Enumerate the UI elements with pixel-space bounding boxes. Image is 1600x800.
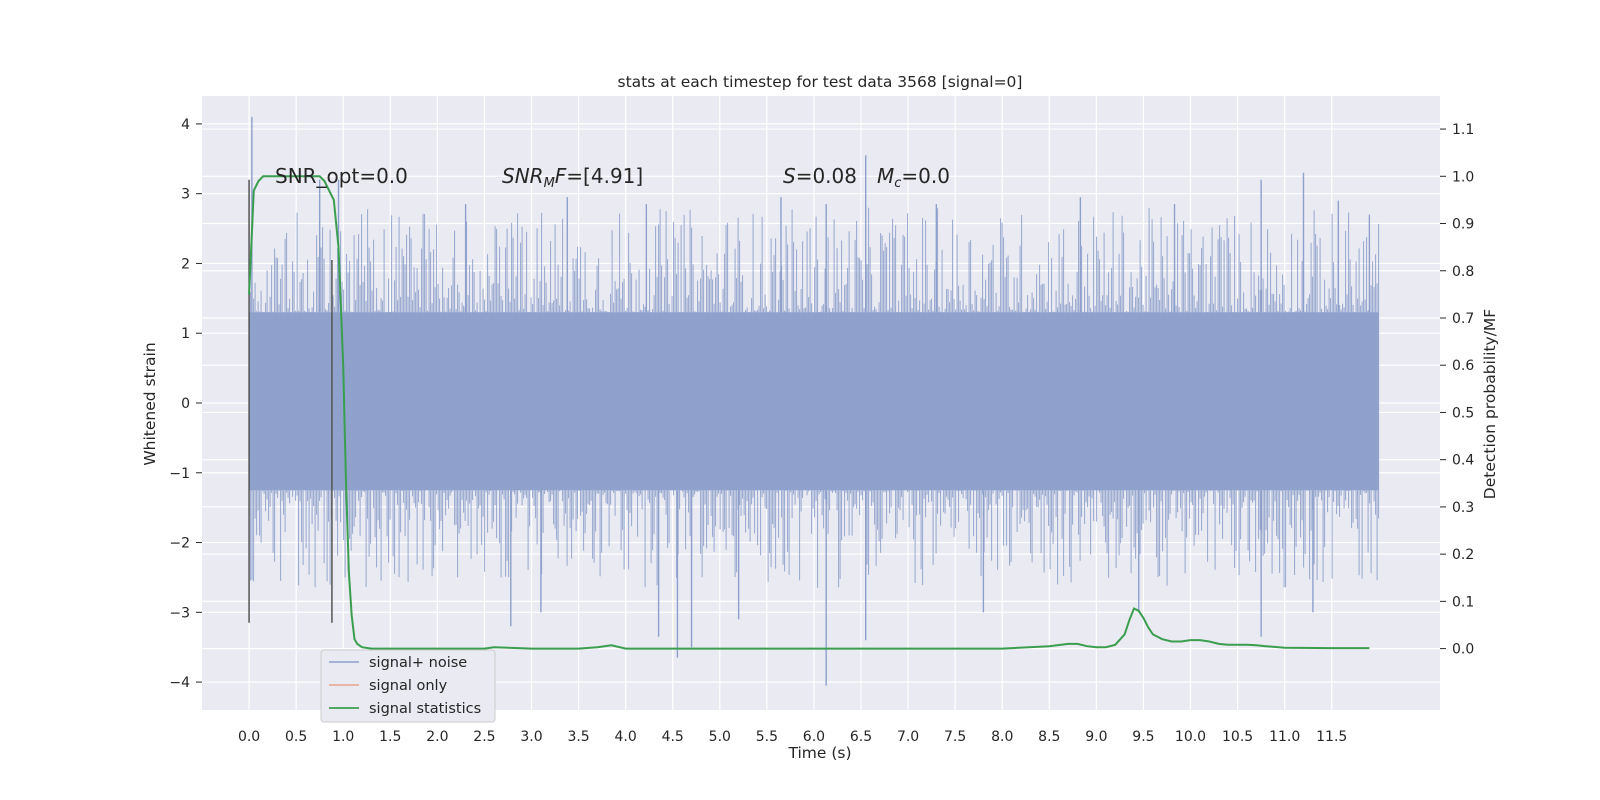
y-tick-label: −1 [169, 466, 190, 482]
y-right-tick-label: 0.4 [1452, 453, 1474, 469]
y-tick-labels: 4 3 2 1 0 −1 −2 −3 −4 [169, 117, 202, 691]
y-tick-label: −3 [169, 605, 190, 621]
x-tick-label: 10.0 [1175, 729, 1206, 745]
legend-label-signal-statistics: signal statistics [369, 701, 481, 717]
y-right-tick-labels: 1.1 1.0 0.9 0.8 0.7 0.6 0.5 0.4 0.3 0.2 0.1 0.0 [1440, 122, 1474, 658]
x-tick-label: 3.0 [520, 729, 542, 745]
signal-noise-series [248, 116, 1380, 686]
x-tick-label: 8.0 [991, 729, 1013, 745]
y-axis-right-label: Detection probability/MF [1481, 309, 1499, 500]
x-tick-label: 1.0 [332, 729, 354, 745]
legend-label-signal-noise: signal+ noise [369, 655, 467, 671]
y-right-tick-label: 0.0 [1452, 642, 1474, 658]
x-tick-label: 2.5 [473, 729, 495, 745]
x-tick-label: 1.5 [379, 729, 401, 745]
x-tick-label: 5.0 [709, 729, 731, 745]
x-tick-label: 11.5 [1316, 729, 1347, 745]
x-tick-label: 0.5 [285, 729, 307, 745]
legend-label-signal-only: signal only [369, 678, 448, 694]
x-tick-label: 6.5 [850, 729, 872, 745]
y-right-tick-label: 0.8 [1452, 264, 1474, 280]
y-tick-label: −4 [169, 675, 190, 691]
x-tick-label: 3.5 [567, 729, 589, 745]
x-tick-label: 4.5 [662, 729, 684, 745]
x-tick-label: 4.0 [615, 729, 637, 745]
y-tick-label: 1 [181, 326, 190, 342]
x-tick-labels: 0.0 0.5 1.0 1.5 2.0 2.5 3.0 3.5 4.0 4.5 5.0 5.5 6.0 6… [238, 729, 1347, 745]
x-tick-label: 6.0 [803, 729, 825, 745]
y-right-tick-label: 0.2 [1452, 547, 1474, 563]
x-axis-label: Time (s) [787, 744, 851, 762]
x-tick-label: 7.5 [944, 729, 966, 745]
y-right-tick-label: 0.6 [1452, 358, 1474, 374]
signal-statistics-line [248, 175, 1370, 650]
x-tick-label: 7.0 [897, 729, 919, 745]
x-tick-label: 2.0 [426, 729, 448, 745]
x-tick-label: 11.0 [1269, 729, 1300, 745]
y-right-tick-label: 1.0 [1452, 169, 1474, 185]
x-tick-label: 5.5 [756, 729, 778, 745]
x-tick-label: 8.5 [1038, 729, 1060, 745]
y-right-tick-label: 0.1 [1452, 594, 1474, 610]
x-tick-label: 10.5 [1222, 729, 1253, 745]
x-tick-label: 0.0 [238, 729, 260, 745]
y-right-tick-label: 0.7 [1452, 311, 1474, 327]
annotation-snr-opt: SNR_opt=0.0 [275, 164, 408, 188]
chart-title: stats at each timestep for test data 356… [618, 73, 1023, 91]
x-tick-label: 9.5 [1132, 729, 1154, 745]
annotation-mc: Mc=0.0 [877, 164, 950, 191]
annotations: SNR_opt=0.0 SNRMF=[4.91] S=0.08 Mc=0.0 [275, 164, 950, 191]
y-tick-label: 2 [181, 256, 190, 272]
legend: signal+ noise signal only signal statist… [320, 649, 496, 723]
y-tick-label: 4 [181, 117, 190, 133]
vertical-markers [248, 179, 333, 623]
y-right-tick-label: 0.5 [1452, 405, 1474, 421]
signal-statistics-series [248, 175, 1370, 650]
y-tick-label: 3 [181, 187, 190, 203]
noise-band [249, 312, 1379, 491]
y-tick-label: −2 [169, 536, 190, 552]
y-right-tick-label: 0.9 [1452, 217, 1474, 233]
annotation-s: S=0.08 [783, 164, 857, 188]
y-tick-label: 0 [181, 396, 190, 412]
x-tick-label: 9.0 [1085, 729, 1107, 745]
y-axis-label: Whitened strain [141, 342, 159, 465]
y-right-tick-label: 1.1 [1452, 122, 1474, 138]
legend-box [320, 649, 496, 723]
annotation-snr-mf: SNRMF=[4.91] [502, 164, 643, 191]
y-right-tick-label: 0.3 [1452, 500, 1474, 516]
